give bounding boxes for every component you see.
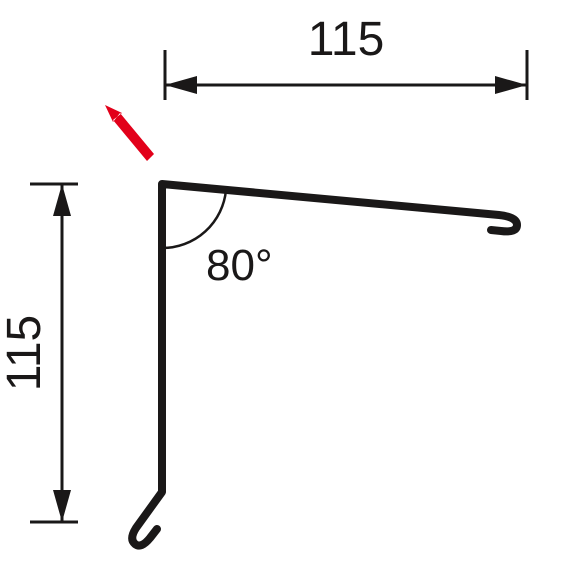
pointer-arrow-icon: [105, 105, 154, 161]
dimension-top-label: 115: [308, 13, 385, 66]
dimension-top: 115: [165, 13, 527, 100]
angle-label: 80°: [206, 241, 273, 290]
dimension-left: 115: [0, 184, 78, 522]
dimension-left-label: 115: [0, 315, 51, 392]
angle-indicator: 80°: [162, 190, 273, 290]
profile-shape: [132, 184, 517, 546]
